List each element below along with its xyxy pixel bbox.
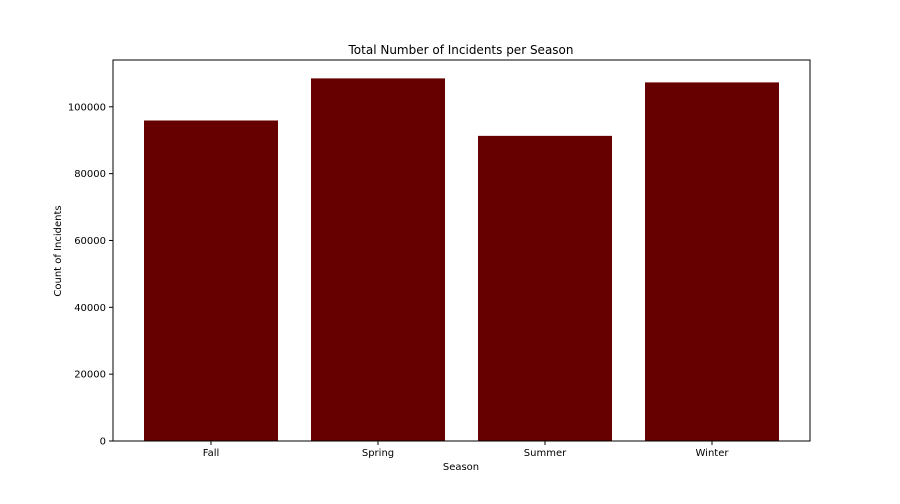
bar-summer (478, 135, 612, 441)
y-tick-label: 20000 (74, 370, 106, 381)
y-axis-ticks: 0 20000 40000 60000 80000 100000 (68, 102, 113, 448)
bars-group (144, 78, 779, 442)
y-tick-label: 40000 (74, 303, 106, 314)
x-tick-label: Spring (362, 448, 394, 459)
x-tick-label: Fall (203, 448, 220, 459)
y-axis-title: Count of Incidents (53, 205, 64, 296)
chart-title: Total Number of Incidents per Season (348, 43, 574, 57)
bar-fall (144, 120, 278, 442)
y-tick-label: 60000 (74, 236, 106, 247)
y-tick-label: 80000 (74, 169, 106, 180)
bar-winter (645, 82, 779, 442)
x-axis-ticks: Fall Spring Summer Winter (203, 441, 730, 459)
x-axis-title: Season (443, 462, 479, 473)
x-tick-label: Summer (524, 448, 567, 459)
x-tick-label: Winter (696, 448, 730, 459)
plot-area-frame (112, 59, 811, 442)
bar-spring (311, 78, 445, 441)
y-tick-label: 0 (100, 437, 106, 448)
y-tick-label: 100000 (68, 102, 106, 113)
